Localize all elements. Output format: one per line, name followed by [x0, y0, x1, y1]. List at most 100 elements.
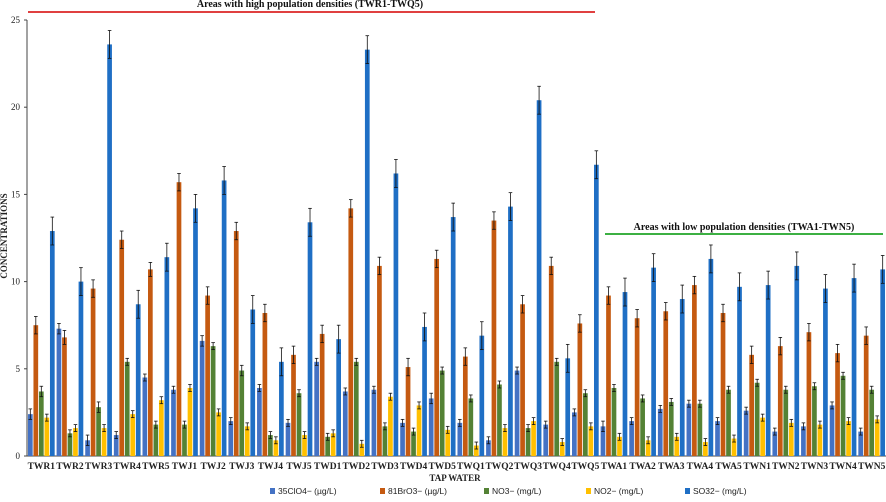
bar-twd4-series-2	[405, 367, 411, 456]
bar-twq5-series-5	[594, 164, 599, 456]
bar-twd3-series-3	[382, 426, 388, 456]
x-tick-label: TWR5	[142, 462, 170, 472]
x-tick-label: TWJ3	[229, 462, 255, 472]
bar-twa3-series-4	[674, 436, 680, 456]
bar-twn4-series-2	[835, 353, 840, 456]
bar-twa3-series-2	[663, 311, 669, 456]
bar-twa4-series-2	[692, 285, 697, 456]
bar-twd1-series-4	[330, 433, 336, 456]
axes-layer	[24, 19, 886, 457]
bar-twn5-series-1	[858, 431, 864, 456]
bar-twr3-series-3	[96, 407, 101, 456]
legend-label-series-2: 81BrO3− (µg/L)	[388, 486, 447, 496]
bar-twd3-series-2	[377, 265, 382, 456]
bar-twn5-series-5	[880, 269, 886, 456]
x-tick-label: TWA2	[629, 462, 656, 472]
bar-twa1-series-2	[606, 295, 611, 456]
bar-twd5-series-5	[450, 217, 456, 456]
bar-twj1-series-5	[193, 208, 198, 456]
y-tick-label: 25	[11, 15, 21, 25]
bar-twr1-series-1	[27, 414, 33, 456]
bar-twd2-series-3	[353, 361, 359, 456]
bar-twd2-series-5	[364, 49, 370, 456]
bar-twa5-series-1	[715, 421, 720, 456]
legend-swatch-series-4	[586, 488, 591, 494]
y-axis-title: CONCENTRATIONS	[0, 193, 9, 278]
bar-twq3-series-3	[525, 428, 531, 456]
bar-twj5-series-5	[307, 222, 313, 456]
x-tick-label: TWD1	[314, 462, 342, 472]
y-tick-label: 0	[16, 451, 21, 461]
bar-twa2-series-1	[629, 421, 634, 456]
bar-twq3-series-2	[520, 304, 525, 456]
bar-twr1-series-2	[33, 325, 39, 456]
bar-twq5-series-2	[577, 323, 583, 456]
x-tick-label: TWD2	[343, 462, 371, 472]
bar-twj3-series-5	[250, 309, 256, 456]
bar-twn5-series-4	[874, 419, 880, 456]
bar-twd4-series-1	[400, 422, 405, 456]
x-tick-label: TWA5	[715, 462, 742, 472]
bar-twr3-series-1	[85, 440, 90, 456]
x-tick-label: TWN5	[858, 462, 886, 472]
bar-twn5-series-3	[869, 389, 875, 456]
x-tick-label: TWA4	[687, 462, 714, 472]
legend-swatch-series-2	[380, 488, 385, 494]
bar-twa3-series-3	[668, 401, 674, 456]
bar-twn2-series-4	[788, 422, 794, 456]
bar-twq2-series-1	[486, 440, 491, 456]
bar-twq1-series-3	[468, 398, 474, 456]
x-tick-label: TWD5	[428, 462, 456, 472]
bar-twa2-series-3	[640, 398, 645, 456]
x-tick-label: TWJ4	[258, 462, 284, 472]
x-tick-label: TWD3	[371, 462, 399, 472]
x-tick-label: TWA1	[601, 462, 628, 472]
bar-twj1-series-4	[187, 387, 193, 456]
bar-twd4-series-5	[422, 326, 427, 456]
bar-twd5-series-1	[428, 398, 434, 456]
high-density-annotation: Areas with high population densities (TW…	[197, 0, 423, 10]
x-tick-label: TWQ4	[543, 462, 571, 472]
bar-twq4-series-2	[548, 265, 554, 456]
bar-twa1-series-1	[600, 426, 606, 456]
bar-twq1-series-4	[473, 445, 479, 456]
bar-twr2-series-2	[62, 337, 67, 456]
x-tick-label: TWN4	[829, 462, 857, 472]
bar-twn2-series-3	[783, 389, 789, 456]
bar-twj5-series-3	[296, 393, 302, 456]
bar-twq1-series-2	[462, 356, 468, 456]
bar-twj3-series-2	[233, 231, 239, 456]
bar-twr5-series-5	[164, 257, 170, 456]
bar-twj2-series-1	[199, 340, 205, 456]
x-tick-label: TWN2	[772, 462, 800, 472]
bar-twr5-series-1	[142, 377, 148, 456]
x-tick-label: TWQ3	[514, 462, 542, 472]
bar-twr3-series-5	[107, 44, 112, 456]
bar-twd3-series-1	[371, 389, 377, 456]
bar-twq5-series-3	[583, 393, 588, 456]
bar-twq3-series-1	[514, 370, 520, 456]
bar-twq2-series-2	[491, 220, 497, 456]
y-tick-label: 5	[16, 364, 21, 374]
bar-twj3-series-1	[228, 421, 234, 456]
bar-twr2-series-3	[67, 433, 73, 456]
bar-twa5-series-2	[720, 312, 726, 456]
bar-twr4-series-2	[119, 239, 125, 456]
bar-twj4-series-2	[262, 312, 268, 456]
bar-twn3-series-5	[823, 288, 828, 456]
bar-twj4-series-1	[257, 387, 262, 456]
bar-twj2-series-2	[205, 295, 210, 456]
bar-twd1-series-5	[336, 339, 341, 456]
bar-twd3-series-4	[388, 396, 393, 456]
bar-twr4-series-1	[113, 435, 119, 456]
bar-twn3-series-1	[801, 426, 806, 456]
legend-swatch-series-3	[484, 488, 489, 494]
bar-twn3-series-2	[806, 332, 812, 456]
bar-twq4-series-3	[554, 361, 560, 456]
bar-twj2-series-5	[221, 180, 227, 456]
bar-twd3-series-5	[393, 173, 399, 457]
error-bars-layer	[28, 30, 885, 450]
x-tick-label: TWJ5	[286, 462, 312, 472]
bar-twr5-series-4	[159, 400, 164, 456]
